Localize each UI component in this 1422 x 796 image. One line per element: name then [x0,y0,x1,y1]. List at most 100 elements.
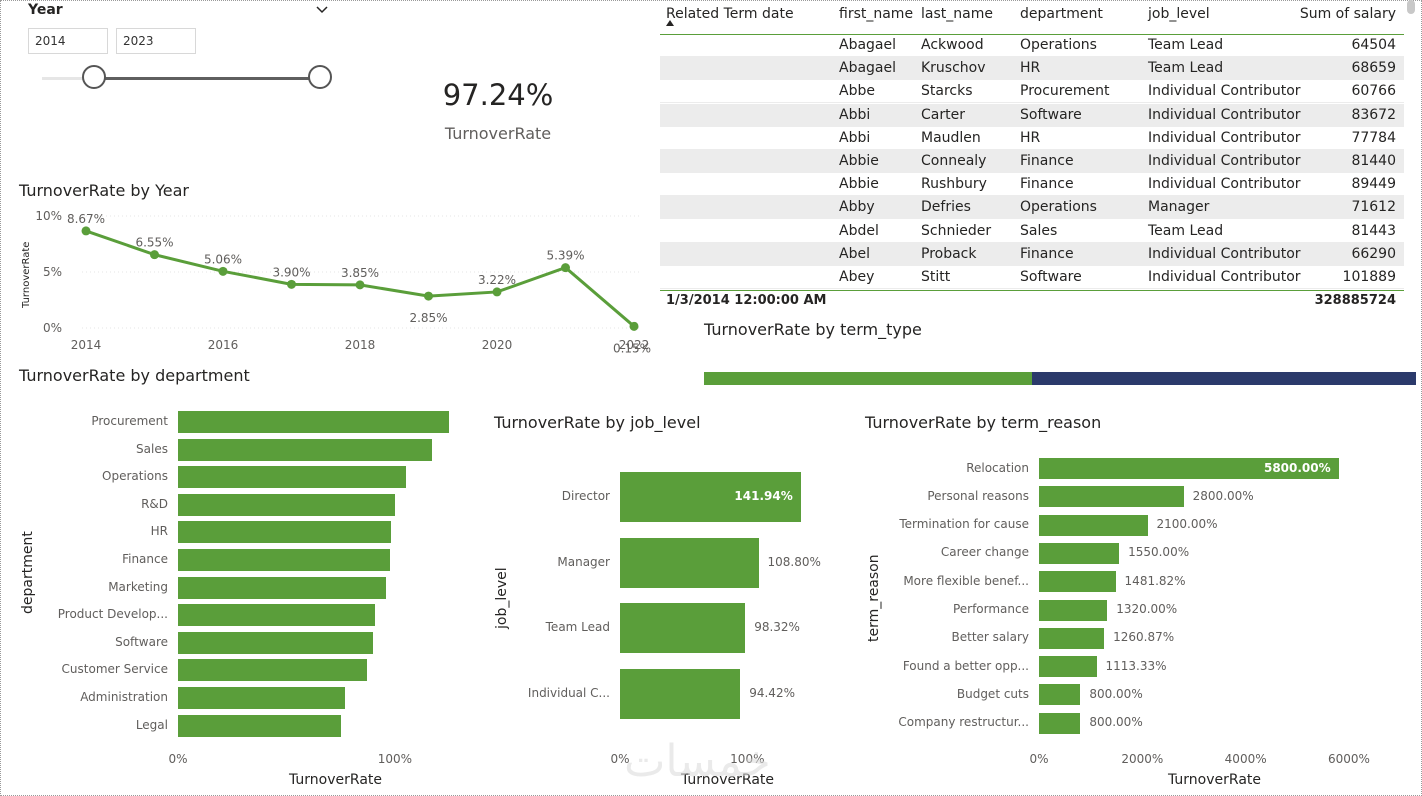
chevron-down-icon[interactable] [314,2,330,18]
first-name-cell: Abby [839,199,875,216]
department-cell: HR [1020,60,1041,77]
first-name-cell: Abel [839,245,870,262]
bar[interactable] [178,714,341,737]
bar[interactable] [1039,458,1339,479]
job-level-cell: Team Lead [1148,60,1224,77]
first-name-cell: Abbe [839,83,875,100]
table-row[interactable]: Abdel Schnieder Sales Team Lead 81443 [660,220,1404,243]
job-level-chart-title: TurnoverRate by job_level [494,413,701,432]
bar[interactable] [620,472,801,522]
data-label: 2800.00% [1192,488,1254,503]
first-name-cell: Abbie [839,176,879,193]
bar[interactable] [1039,571,1116,593]
category-label: Termination for cause [899,517,1029,532]
table-row[interactable]: Abel Proback Finance Individual Contributor… [660,242,1404,266]
y-tick-label: 5% [43,265,62,279]
bar[interactable] [1039,712,1081,734]
data-label: 5800.00% [1263,460,1331,475]
category-label: Found a better opp... [902,658,1029,673]
data-point [218,266,228,276]
header-last-name[interactable]: last_name [921,6,993,22]
line-chart-title: TurnoverRate by Year [19,181,189,200]
salary-cell: 77784 [1351,129,1396,146]
bar[interactable] [620,537,759,588]
data-label: 800.00% [1089,686,1143,701]
bar[interactable] [1039,684,1081,706]
salary-cell: 60766 [1351,83,1396,100]
bar[interactable] [178,411,450,433]
last-name-cell: Connealy [921,153,987,169]
header-department[interactable]: department [1020,6,1103,22]
table-scrollbar[interactable] [1407,0,1415,14]
watermark: خمسات [624,736,771,787]
bar[interactable] [1039,542,1120,564]
x-tick-label: 2018 [345,338,376,352]
kpi-value: 97.24% [442,78,554,112]
start-year-input[interactable]: 2014 [28,28,108,54]
bar[interactable] [1039,599,1108,621]
end-year-input[interactable]: 2023 [116,28,196,54]
category-label: Performance [952,602,1029,616]
last-name-cell: Schnieder [921,222,992,239]
bar[interactable] [178,438,432,461]
table-row[interactable]: Abagael Ackwood Operations Team Lead 64504 [660,34,1404,57]
data-point [492,287,502,297]
bar[interactable] [178,521,391,544]
y-axis-title: TurnoverRate [21,242,32,309]
table-row[interactable]: Abey Stitt Software Individual Contributor 1… [660,266,1404,289]
bar[interactable] [178,549,390,571]
bar[interactable] [178,631,374,654]
table-row[interactable]: Abbi Carter Software Individual Contributor… [660,103,1404,127]
header-first-name[interactable]: first_name [839,6,914,22]
table-row[interactable]: Abagael Kruschov HR Team Lead 68659 [660,57,1404,81]
turnover-by-year-chart: 0% 5% 10% 2014 2016 2018 2020 2022 TurnoverRate 8… [21,209,651,355]
term-type-segment[interactable] [704,372,1032,385]
bar[interactable] [178,659,367,682]
bar[interactable] [1039,514,1148,536]
table-row[interactable]: Abby Defries Operations Manager 71612 [660,196,1404,220]
category-label: Legal [135,717,168,732]
bar[interactable] [1039,486,1184,508]
salary-cell: 101889 [1342,269,1396,285]
bar[interactable] [178,493,395,516]
table-row[interactable]: Abbi Maudlen HR Individual Contributor 77784 [660,127,1404,150]
last-name-cell: Ackwood [921,37,984,53]
data-point [150,250,159,260]
total-label: 1/3/2014 12:00:00 AM [666,293,827,308]
data-label: 5.06% [204,252,242,266]
header-job-level[interactable]: job_level [1148,6,1210,22]
table-row[interactable]: Abbie Rushbury Finance Individual Contribut… [660,173,1404,197]
table-row[interactable]: Abbe Starcks Procurement Individual Contrib… [660,80,1404,104]
table-row[interactable]: Abbie Connealy Finance Individual Contribut… [660,150,1404,173]
bar[interactable] [178,604,376,627]
bar[interactable] [178,466,406,489]
salary-cell: 66290 [1351,245,1396,262]
bar[interactable] [1039,656,1097,678]
data-label: 108.80% [767,554,821,569]
x-tick-label: 2000% [1121,752,1164,766]
data-label: 1550.00% [1128,545,1190,560]
bar[interactable] [1039,627,1105,649]
data-label: 2.85% [409,311,447,325]
first-name-cell: Abdel [839,222,879,239]
bar[interactable] [178,576,387,599]
bar[interactable] [620,603,746,653]
data-label: 2100.00% [1156,517,1218,532]
department-cell: Software [1020,269,1082,285]
slider-end-handle[interactable] [308,65,332,89]
job-level-axis-title: job_level [494,567,510,629]
category-label: Administration [80,690,168,704]
department-cell: Procurement [1020,83,1110,100]
table-header: Related Term date first_name last_name d… [660,0,1404,35]
data-label: 3.22% [478,273,516,287]
header-sum-salary[interactable]: Sum of salary [1299,6,1396,22]
header-term-date[interactable]: Related Term date [666,6,794,22]
slider-start-handle[interactable] [82,65,106,89]
term-type-segment[interactable] [1031,372,1416,385]
job-level-cell: Individual Contributor [1148,153,1301,169]
bar[interactable] [178,687,346,709]
table-total-row: 1/3/2014 12:00:00 AM 328885724 [660,290,1404,313]
sort-ascending-icon[interactable] [666,20,674,26]
bar[interactable] [620,668,741,719]
data-point [355,280,365,290]
